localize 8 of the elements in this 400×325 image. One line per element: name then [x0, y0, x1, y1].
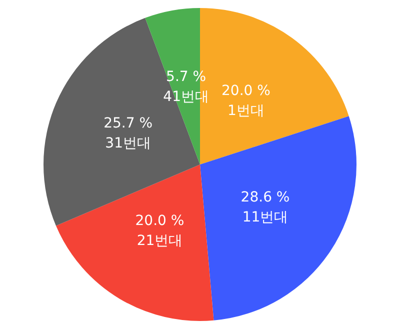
slice-label: 11번대 — [242, 209, 288, 226]
data-label: 25.7 % — [104, 115, 153, 132]
slice-label: 1번대 — [228, 102, 264, 119]
data-label: 28.6 % — [240, 189, 290, 206]
slice-label: 31번대 — [105, 135, 151, 152]
slice-label: 21번대 — [136, 233, 183, 250]
data-label: 20.0 % — [222, 82, 270, 99]
data-label: 20.0 % — [135, 213, 184, 230]
